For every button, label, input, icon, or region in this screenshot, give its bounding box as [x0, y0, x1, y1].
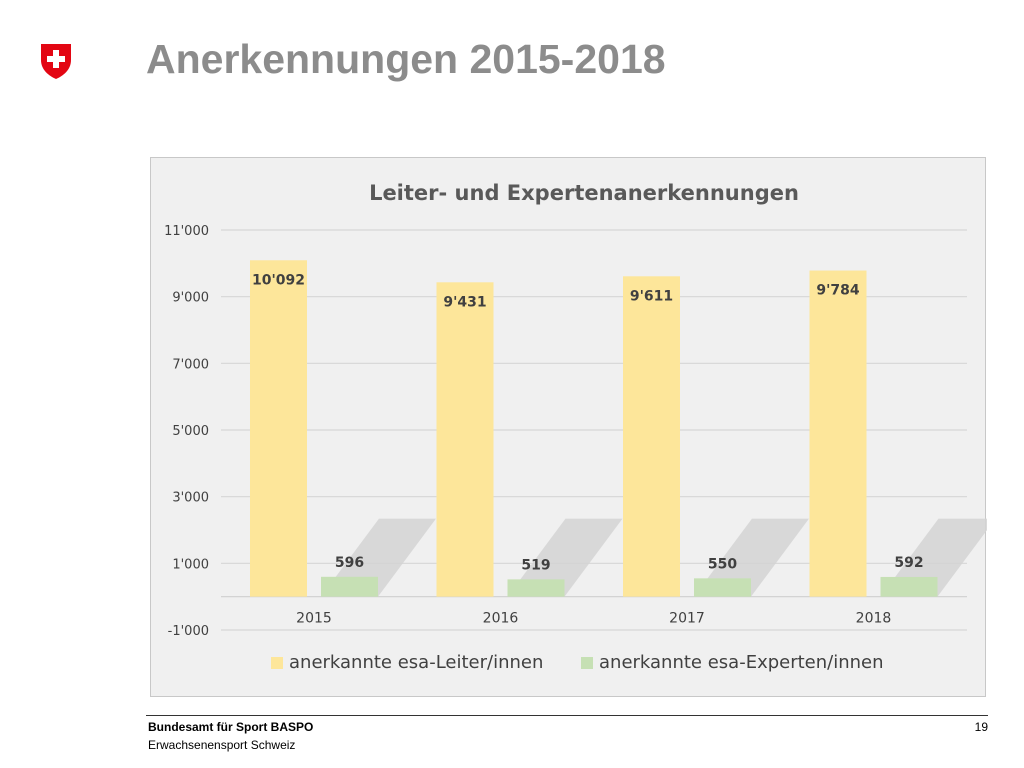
x-tick-label: 2017: [669, 611, 705, 627]
y-tick-label: 3'000: [172, 491, 209, 506]
y-tick-label: 5'000: [172, 424, 209, 439]
x-tick-label: 2015: [296, 611, 332, 627]
legend-label: anerkannte esa-Leiter/innen: [289, 652, 543, 673]
y-tick-label: 1'000: [172, 557, 209, 572]
chart-title: Leiter- und Expertenanerkennungen: [369, 181, 799, 205]
x-tick-label: 2016: [483, 611, 519, 627]
bar-chart: Leiter- und Expertenanerkennungen -1'000 1…: [164, 181, 987, 673]
data-label-experten: 519: [521, 557, 550, 573]
footer-organization: Bundesamt für Sport BASPO: [148, 720, 314, 734]
y-tick-label: 7'000: [172, 357, 209, 372]
data-label-leiter: 9'784: [816, 283, 860, 299]
chart-frame: Leiter- und Expertenanerkennungen -1'000 1…: [150, 157, 987, 697]
bar-experten: [694, 578, 751, 597]
footer-unit: Erwachsenensport Schweiz: [148, 738, 296, 752]
bar-leiter: [250, 260, 307, 597]
data-label-leiter: 9'611: [630, 288, 673, 304]
y-tick-label: 11'000: [164, 224, 209, 239]
legend-label: anerkannte esa-Experten/innen: [599, 652, 884, 673]
data-label-leiter: 9'431: [443, 294, 486, 310]
data-label-experten: 592: [894, 555, 923, 571]
page-number: 19: [974, 720, 988, 734]
bar-experten: [880, 576, 938, 597]
bar-leiter: [436, 282, 494, 597]
x-tick-label: 2018: [856, 611, 892, 627]
y-tick-label: -1'000: [168, 624, 209, 639]
legend-swatch: [581, 657, 593, 669]
bar-leiter: [623, 276, 680, 597]
logo-cross-horizontal: [47, 56, 65, 62]
data-label-leiter: 10'092: [252, 272, 305, 288]
y-tick-label: 9'000: [172, 291, 209, 306]
bar-experten: [507, 579, 565, 597]
slide-title: Anerkennungen 2015-2018: [146, 36, 666, 82]
bar-shadow: [694, 518, 809, 597]
data-label-experten: 550: [708, 556, 737, 572]
bar-experten: [321, 576, 378, 597]
bar-shadow: [507, 518, 623, 597]
legend-swatch: [271, 657, 283, 669]
data-label-experten: 596: [335, 555, 364, 571]
swiss-cross-shield-icon: [41, 44, 71, 79]
footer-divider: [146, 715, 988, 716]
bar-leiter: [809, 270, 867, 597]
